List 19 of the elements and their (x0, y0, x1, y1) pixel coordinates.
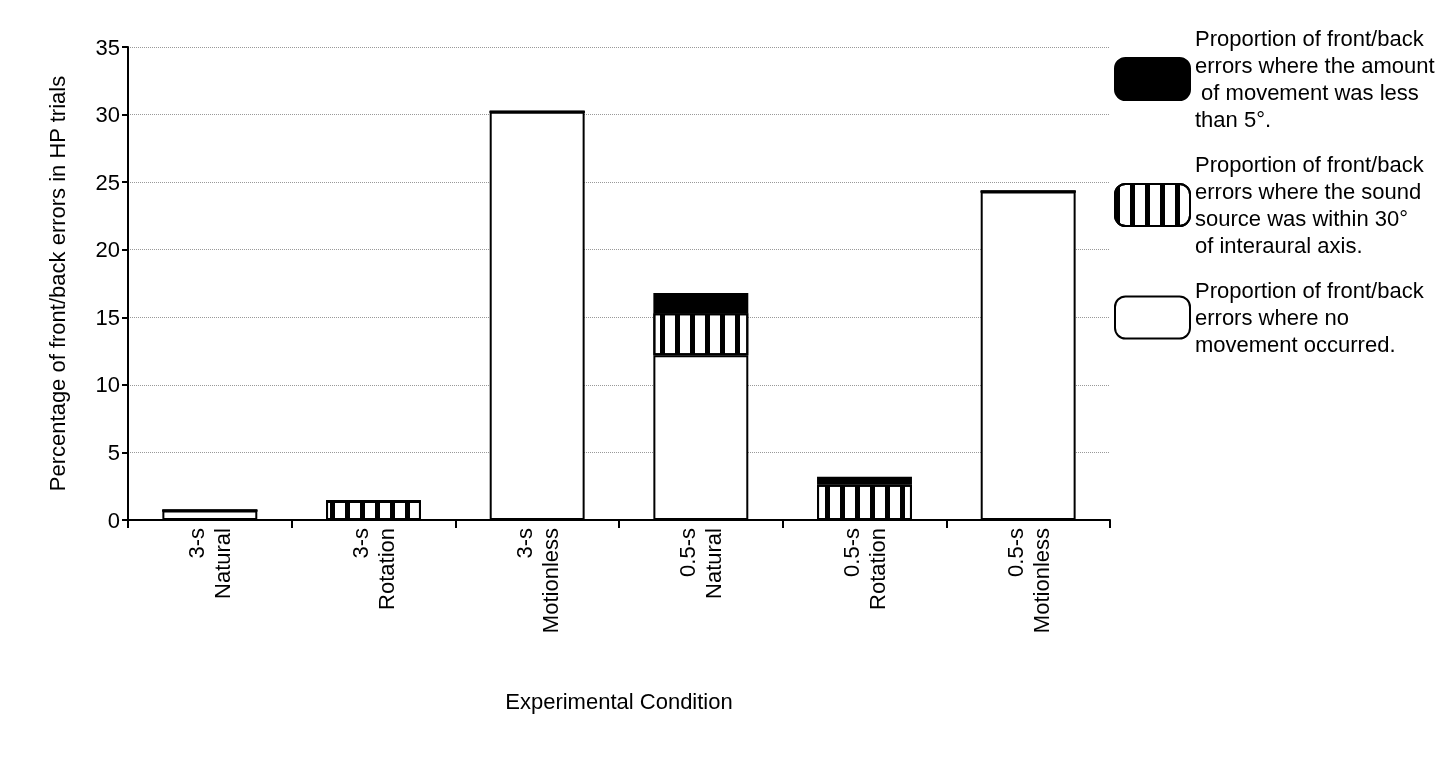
y-tick-label: 0 (107, 507, 120, 533)
y-tick-label: 15 (95, 304, 120, 330)
x-tick-label: 0.5-s Natural (675, 528, 727, 599)
legend-label: Proportion of front/back errors where the amount of movement was less than 5°. (1195, 26, 1435, 132)
y-tick-label: 20 (95, 237, 120, 263)
y-tick-label: 5 (107, 439, 120, 465)
y-tick-label: 35 (95, 34, 120, 60)
legend-label: Proportion of front/back errors where no movement occurred. (1195, 278, 1430, 357)
x-tick-label: 0.5-s Motionless (1002, 528, 1054, 634)
y-tick-label: 25 (95, 169, 120, 195)
y-tick-label: 10 (95, 372, 120, 398)
y-tick-label: 30 (95, 102, 120, 128)
x-tick-label: 3-s Motionless (511, 528, 563, 634)
x-tick-label: 0.5-s Rotation (839, 528, 890, 610)
x-tick-label: 3-s Natural (184, 528, 236, 599)
y-axis-title: Percentage of front/back errors in HP trials (44, 75, 70, 492)
legend-label: Proportion of front/back errors where the sound source was within 30° of interaural axis. (1195, 152, 1430, 258)
x-axis-title: Experimental Condition (505, 688, 733, 714)
x-tick-label: 3-s Rotation (348, 528, 399, 610)
